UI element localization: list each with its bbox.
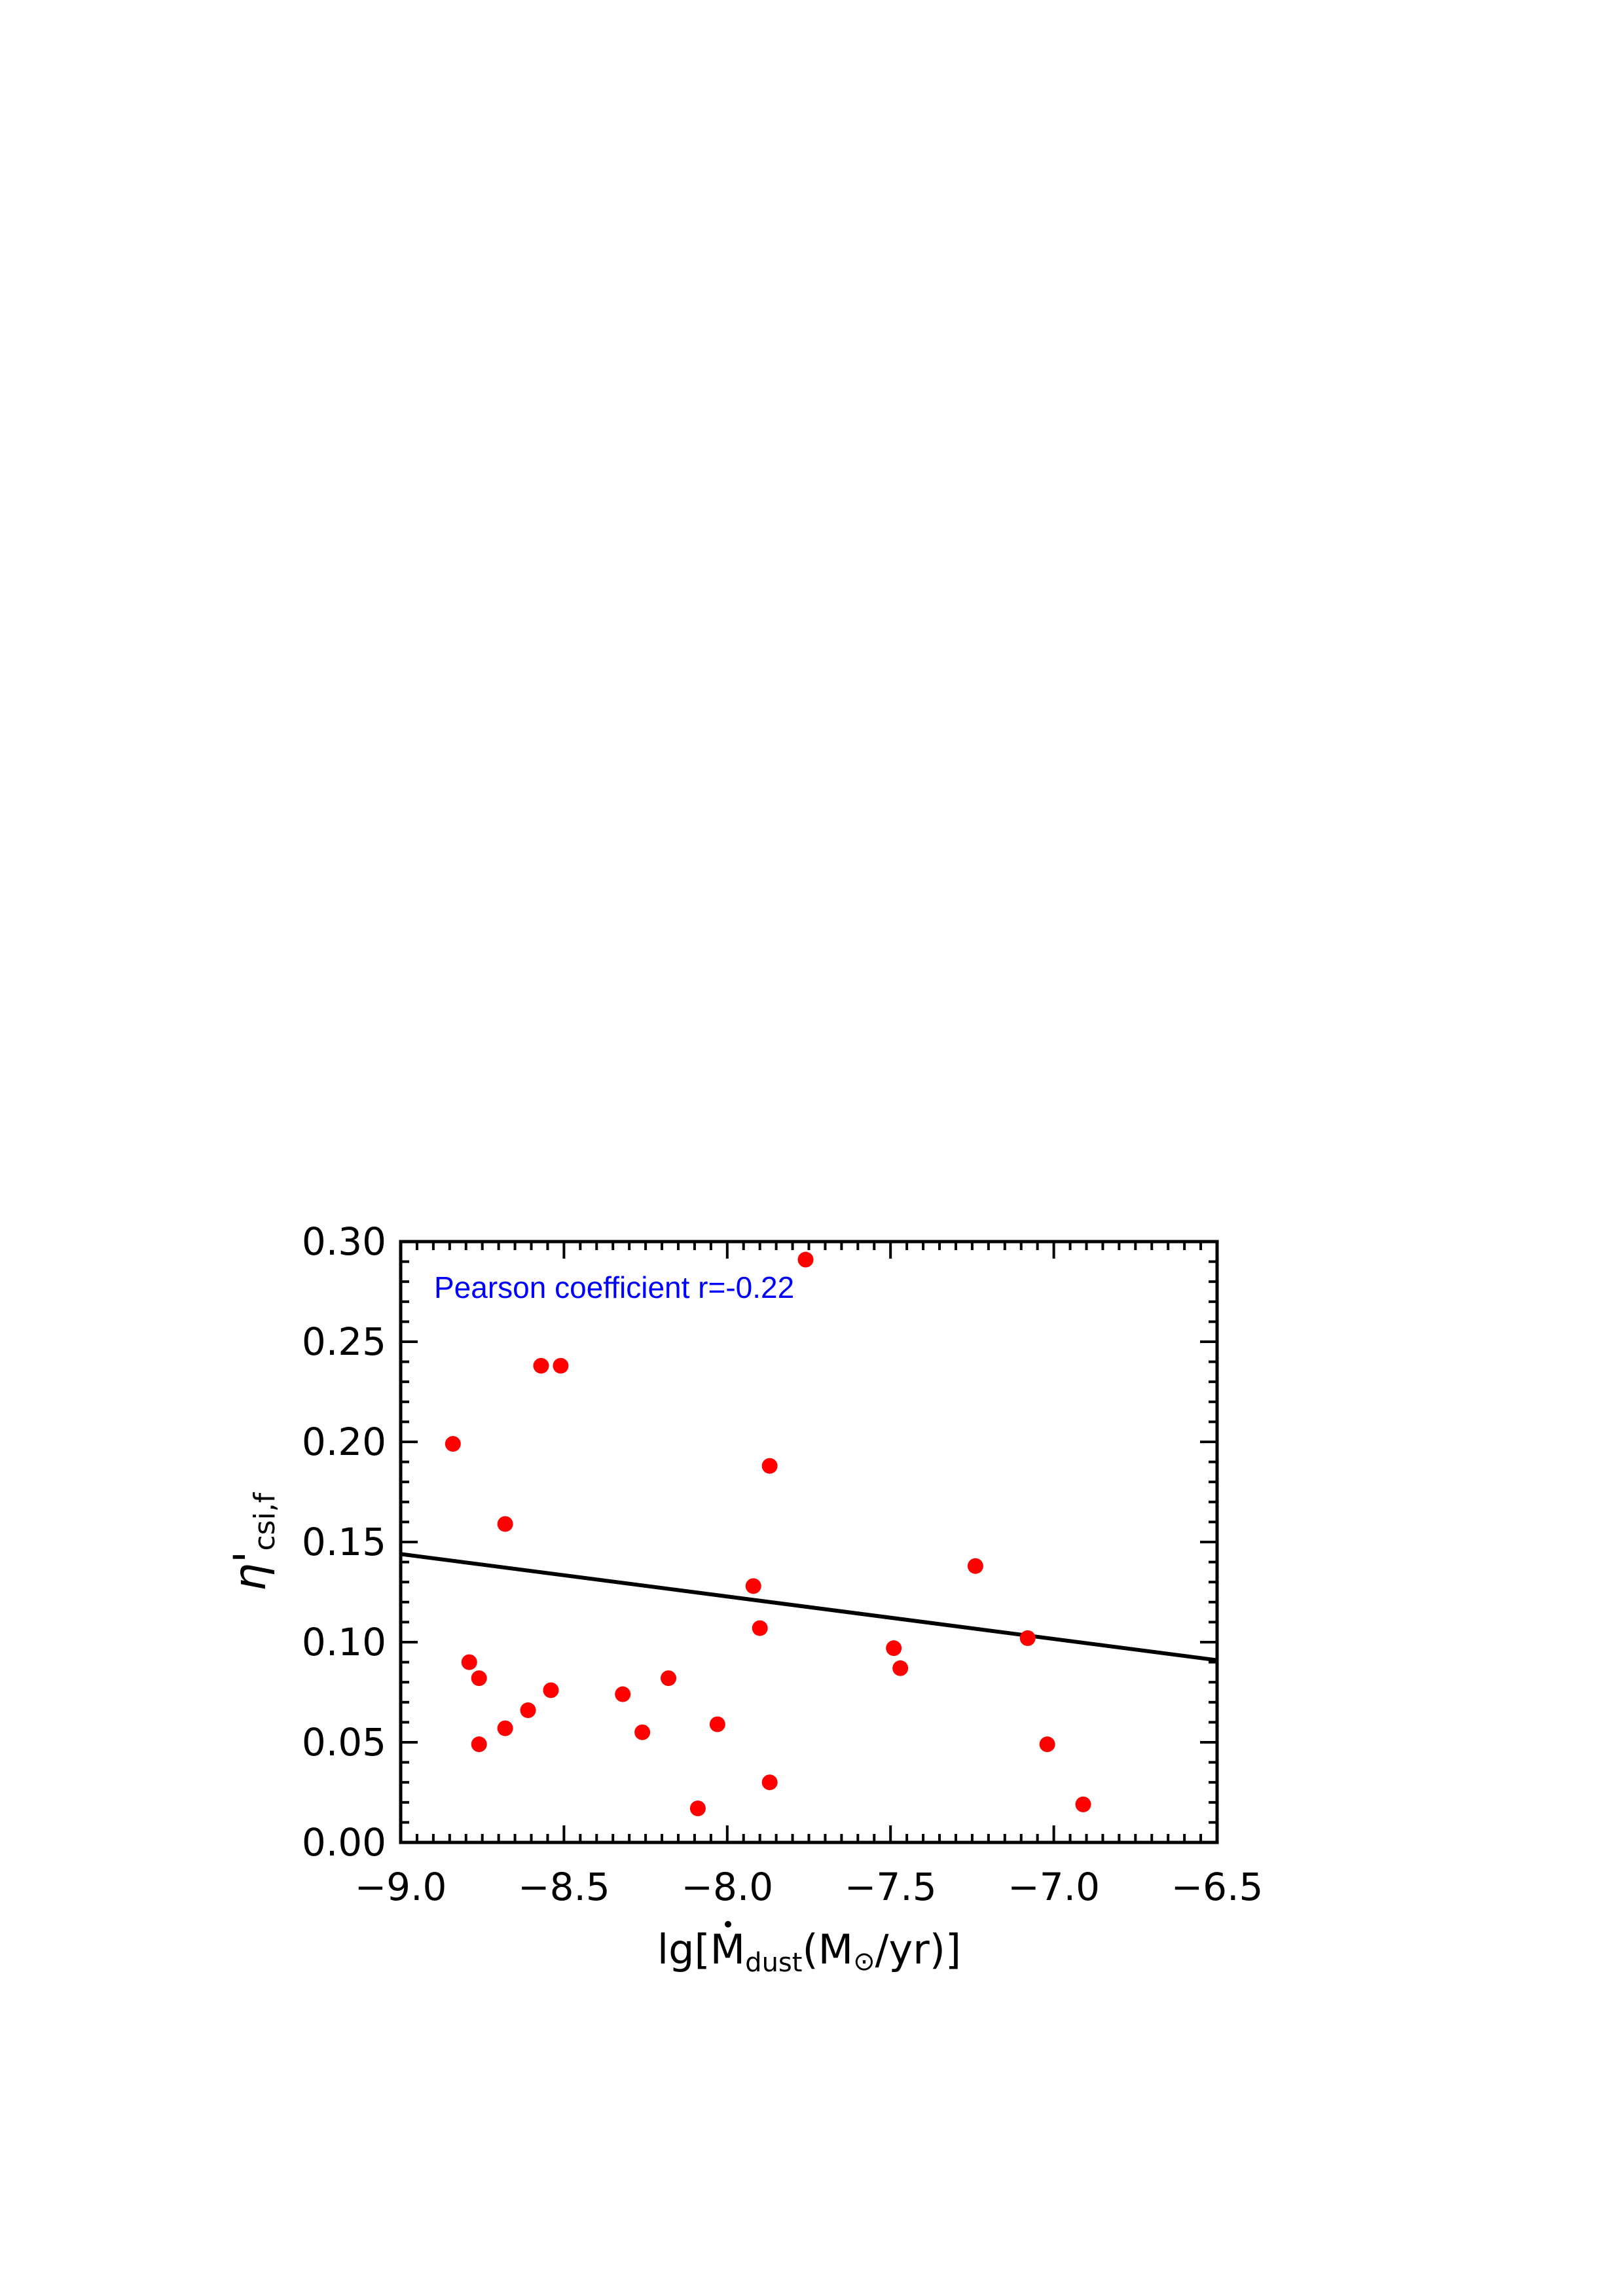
y-tick-label: 0.00 [302,1820,386,1865]
pearson-annotation: Pearson coefficient r=-0.22 [434,1270,794,1304]
y-tick-label: 0.15 [302,1520,386,1564]
x-tick-label: −6.5 [1171,1865,1264,1909]
plot-frame [399,1240,1219,1844]
x-axis-symbol: M [710,1926,746,1973]
data-point [761,1774,778,1791]
data-point [797,1251,814,1268]
y-tick-label: 0.20 [302,1420,386,1464]
data-point [892,1660,909,1676]
axis-ticks [399,1240,1218,1844]
data-point [761,1458,778,1474]
data-point [967,1558,983,1574]
x-tick-label: −7.5 [845,1865,937,1909]
data-point [543,1682,559,1698]
regression-line [400,1552,1218,1662]
x-axis-unit-close: /yr)] [875,1926,961,1973]
data-point [497,1516,513,1532]
data-point [520,1702,536,1719]
data-point [634,1724,651,1740]
data-point [1039,1736,1055,1753]
data-point [709,1716,725,1732]
data-point [471,1670,487,1687]
data-point [533,1357,549,1374]
data-point [752,1620,768,1636]
data-point [497,1720,513,1736]
data-point [1019,1630,1036,1646]
data-point [461,1654,477,1670]
x-axis-subscript: dust [745,1948,802,1978]
x-tick-label: −8.0 [681,1865,773,1909]
x-axis-unit-open: (M [802,1926,853,1973]
axis-tick-labels: −9.0 −8.5 −8.0 −7.5 −7.0 −6.5 0.00 0.05 0.10 0.15… [302,1219,1264,1909]
data-point [553,1357,569,1374]
y-tick-label: 0.10 [302,1620,386,1664]
data-point [471,1736,487,1753]
sun-symbol: ⊙ [853,1946,875,1977]
y-axis-title: η'csi,f [225,1492,282,1591]
data-point [445,1436,461,1452]
y-tick-label: 0.25 [302,1319,386,1364]
x-axis-title: lg[Mdust(M⊙/yr)] [657,1926,961,1978]
data-point [745,1578,761,1594]
data-point [615,1686,631,1702]
x-tick-label: −8.5 [518,1865,610,1909]
y-axis-symbol: η' [225,1551,276,1592]
x-tick-label: −9.0 [355,1865,447,1909]
y-tick-label: 0.05 [302,1720,386,1765]
m-dot-accent [725,1921,731,1928]
data-points [445,1251,1091,1816]
y-axis-subscript: csi,f [248,1492,282,1551]
data-point [1075,1796,1091,1812]
x-axis-prefix: lg[ [657,1926,710,1973]
y-tick-label: 0.30 [302,1219,386,1264]
x-tick-label: −7.0 [1008,1865,1100,1909]
data-point [661,1670,677,1687]
data-point [689,1800,706,1816]
data-point [886,1640,902,1657]
